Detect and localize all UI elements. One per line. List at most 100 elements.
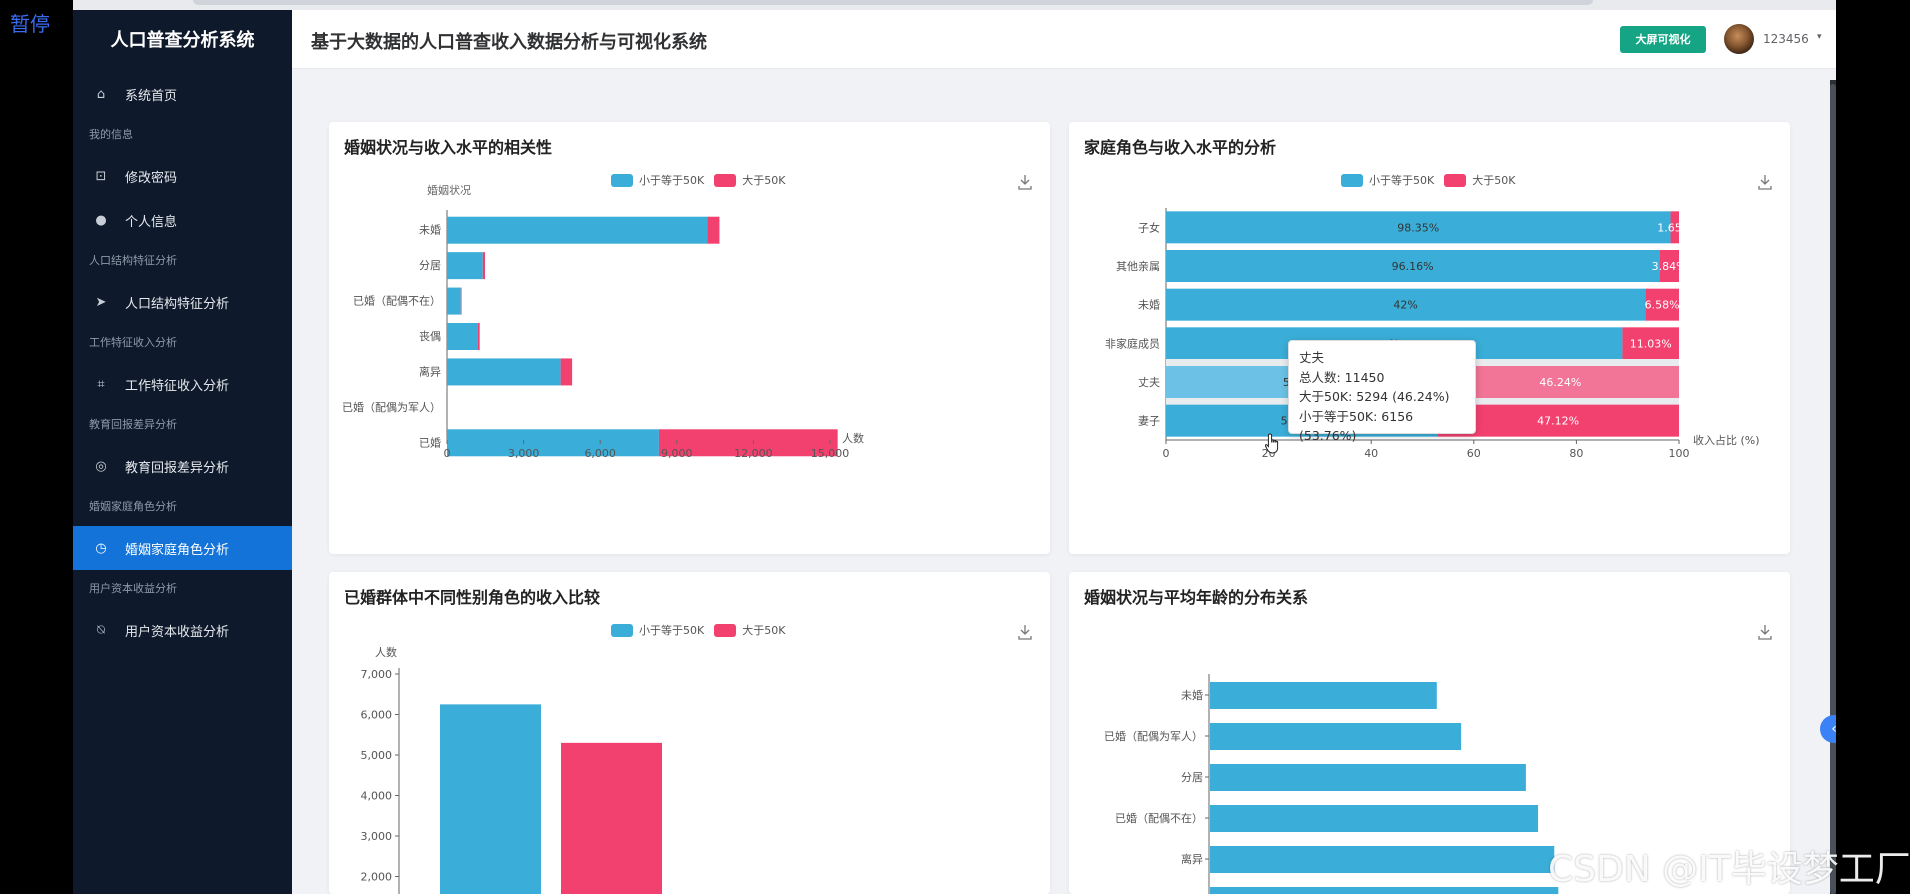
nav-home-label: 系统首页	[125, 88, 178, 104]
legend-high[interactable]: 大于50K	[714, 622, 785, 638]
scrollbar-thumb[interactable]	[1830, 84, 1836, 894]
lock-icon: ⊡	[95, 168, 107, 184]
bar-segment	[1670, 211, 1679, 244]
y-tick-label: 已婚（配偶不在）	[1115, 811, 1203, 825]
y-tick-label: 妻子	[1138, 415, 1160, 428]
bar-segment	[447, 216, 708, 244]
bar-segment	[482, 252, 486, 280]
bell-off-icon: ⍉	[97, 622, 105, 638]
data-label: 6.58%	[1645, 299, 1680, 312]
nav-marriage-analysis[interactable]: ◷ 婚姻家庭角色分析	[73, 526, 292, 570]
legend-low-swatch	[611, 173, 633, 187]
card-gender-role-income: 已婚群体中不同性别角色的收入比较 小于等于50K 大于50K 人数 2,000 3,…	[329, 572, 1050, 894]
legend-low[interactable]: 小于等于50K	[1341, 172, 1434, 188]
username[interactable]: 123456	[1763, 32, 1809, 46]
chart-legend[interactable]: 小于等于50K 大于50K	[611, 172, 795, 188]
nav-work-analysis[interactable]: ⌗ 工作特征收入分析	[73, 362, 292, 406]
x-tick-label: 100	[1669, 447, 1690, 460]
card-title: 已婚群体中不同性别角色的收入比较	[344, 588, 601, 607]
bar-segment	[1622, 327, 1679, 360]
bar	[1210, 846, 1555, 873]
bar-segment	[477, 323, 480, 350]
card-title: 婚姻状况与平均年龄的分布关系	[1084, 588, 1309, 607]
y-tick-label: 分居	[419, 259, 441, 272]
download-icon[interactable]	[1018, 174, 1032, 190]
download-icon[interactable]	[1758, 624, 1772, 640]
bar-segment	[447, 287, 461, 315]
y-tick-label: 子女	[1138, 220, 1160, 234]
bar	[1210, 723, 1462, 750]
nav-population-analysis-label: 人口结构特征分析	[125, 296, 230, 312]
bar-segment	[1441, 366, 1679, 398]
chevron-down-icon[interactable]: ▾	[1817, 32, 1822, 42]
y-tick-label: 其他亲属	[1116, 259, 1160, 273]
bar-segment	[447, 323, 478, 350]
nav-education-analysis-label: 教育回报差异分析	[125, 460, 230, 476]
bar	[1210, 764, 1526, 791]
nav-personal-info[interactable]: ● 个人信息	[73, 198, 292, 242]
tooltip-title: 丈夫	[1299, 350, 1325, 365]
x-tick-label: 40	[1364, 447, 1378, 460]
bar-segment	[560, 358, 573, 386]
legend-high[interactable]: 大于50K	[1444, 172, 1515, 188]
avatar[interactable]	[1724, 24, 1754, 54]
crop-icon: ⌗	[97, 376, 105, 392]
tooltip-low: 小于等于50K: 6156 (53.76%)	[1299, 408, 1414, 444]
nav-group-population: 人口结构特征分析	[89, 254, 177, 267]
nav-change-password[interactable]: ⊡ 修改密码	[73, 154, 292, 198]
bar-segment	[447, 252, 483, 280]
nav-population-analysis[interactable]: ➤ 人口结构特征分析	[73, 280, 292, 324]
data-label: 11.03%	[1630, 337, 1672, 350]
bigscreen-button[interactable]: 大屏可视化	[1620, 26, 1706, 53]
bar	[1210, 682, 1437, 709]
bar-segment	[1166, 250, 1660, 282]
y-tick-label: 已婚（配偶为军人）	[342, 400, 441, 414]
y-tick-label: 未婚	[1138, 298, 1160, 312]
bar	[440, 704, 541, 894]
chart-legend[interactable]: 小于等于50K 大于50K	[1341, 172, 1525, 188]
download-icon[interactable]	[1018, 624, 1032, 640]
data-label: 3.84%	[1652, 260, 1687, 273]
y-tick-label: 2,000	[361, 871, 393, 884]
app-logo: 人口普查分析系统	[110, 30, 255, 51]
legend-low-swatch	[611, 623, 633, 637]
legend-low[interactable]: 小于等于50K	[611, 172, 704, 188]
y-tick-label: 已婚	[419, 435, 441, 449]
x-tick-label: 9,000	[661, 447, 693, 460]
nav-personal-info-label: 个人信息	[125, 214, 178, 230]
bar-segment	[1437, 404, 1679, 437]
bar	[561, 742, 662, 894]
nav-capital-analysis[interactable]: ⍉ 用户资本收益分析	[73, 608, 292, 652]
x-axis-title: 人数	[842, 432, 864, 445]
nav-group-marriage: 婚姻家庭角色分析	[89, 500, 177, 513]
bar	[1210, 805, 1539, 832]
legend-high-label: 大于50K	[1472, 174, 1516, 187]
nav-education-analysis[interactable]: ◎ 教育回报差异分析	[73, 444, 292, 488]
x-tick-label: 0	[444, 447, 451, 460]
download-icon[interactable]	[1758, 174, 1772, 190]
y-tick-label: 5,000	[361, 749, 393, 762]
top-header: 基于大数据的人口普查收入数据分析与可视化系统 大屏可视化 123456 ▾	[292, 10, 1836, 69]
nav-group-education: 教育回报差异分析	[89, 418, 177, 431]
chevron-left-icon[interactable]: ‹	[1820, 715, 1836, 743]
top-scroll-bar	[193, 0, 1593, 5]
legend-high-label: 大于50K	[742, 174, 786, 187]
tooltip-total: 总人数: 11450	[1299, 369, 1385, 385]
legend-high[interactable]: 大于50K	[714, 172, 785, 188]
nav-work-analysis-label: 工作特征收入分析	[125, 378, 230, 394]
legend-low[interactable]: 小于等于50K	[611, 622, 704, 638]
y-tick-label: 已婚（配偶为军人）	[1104, 729, 1203, 743]
x-tick-label: 80	[1569, 447, 1583, 460]
hand-cursor-icon	[1265, 433, 1279, 454]
data-label: 96.16%	[1392, 260, 1434, 273]
pause-label: 暂停	[10, 12, 50, 36]
circle-icon: ◎	[95, 458, 107, 474]
card-marriage-income: 婚姻状况与收入水平的相关性 小于等于50K 大于50K 婚姻状况 未婚 分居 已婚（配…	[329, 122, 1050, 554]
nav-home[interactable]: ⌂ 系统首页	[73, 72, 292, 116]
nav-capital-analysis-label: 用户资本收益分析	[125, 624, 230, 640]
chart-legend[interactable]: 小于等于50K 大于50K	[611, 622, 795, 638]
card-title: 婚姻状况与收入水平的相关性	[344, 138, 553, 157]
